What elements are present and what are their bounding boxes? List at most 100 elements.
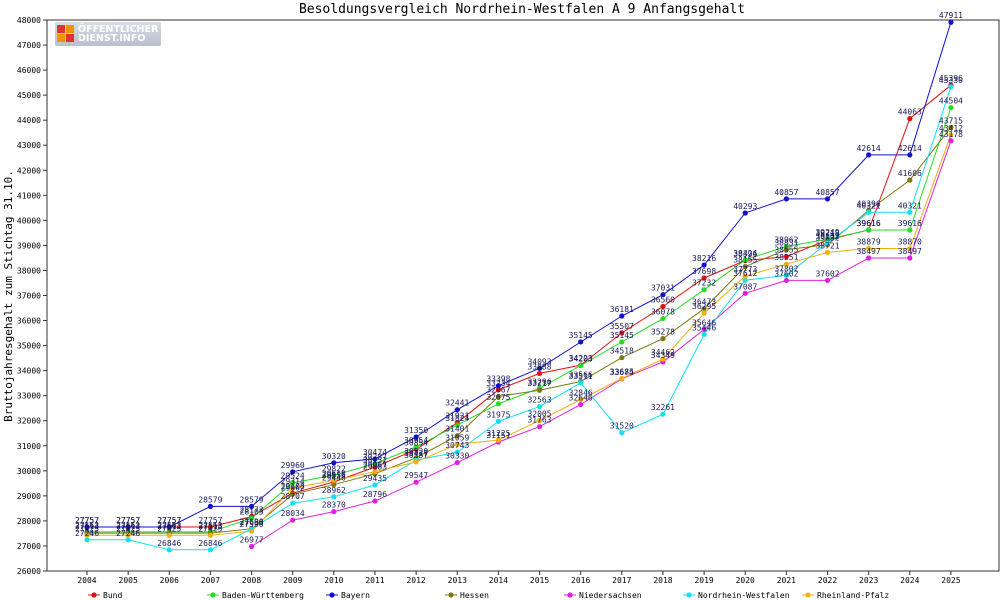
data-label-rheinland-pfalz: 36295: [692, 302, 716, 311]
x-tick-label: 2019: [694, 576, 713, 585]
data-point-baden-w-rttemberg: [948, 104, 954, 111]
data-point-nordrhein-westfalen: [331, 494, 337, 500]
data-point-rheinland-pfalz: [783, 261, 789, 267]
data-label-baden-w-rttemberg: 36078: [651, 308, 675, 317]
x-tick-label: 2017: [612, 576, 631, 585]
legend-swatch-dot-bayern: [329, 592, 335, 598]
data-point-nordrhein-westfalen: [578, 380, 584, 386]
data-label-baden-w-rttemberg: 27563: [198, 521, 222, 530]
data-label-rheinland-pfalz: 38721: [815, 241, 839, 250]
data-point-bayern: [536, 365, 543, 371]
data-point-nordrhein-westfalen: [948, 84, 954, 90]
data-label-baden-w-rttemberg: 27563: [116, 521, 140, 530]
x-tick-label: 2018: [653, 576, 672, 585]
data-point-baden-w-rttemberg: [331, 472, 337, 478]
data-point-baden-w-rttemberg: [866, 227, 872, 233]
data-label-bund: 33234: [486, 379, 510, 388]
data-point-hessen: [660, 336, 666, 342]
data-point-bund: [207, 524, 214, 530]
data-label-nordrhein-westfalen: 40321: [898, 201, 922, 210]
x-tick-label: 2007: [201, 576, 220, 585]
data-label-niedersachsen: 33674: [610, 368, 634, 377]
data-label-rheinland-pfalz: 30357: [404, 451, 428, 460]
y-tick-label: 44000: [17, 116, 41, 125]
data-label-niedersachsen: 31763: [527, 416, 551, 425]
data-label-bayern: 31350: [404, 426, 428, 435]
data-label-bayern: 42614: [898, 144, 922, 153]
data-point-niedersachsen: [907, 255, 913, 261]
data-label-bund: 27757: [157, 516, 181, 525]
logo-line1: ÖFFENTLICHER: [78, 23, 159, 35]
data-point-nordrhein-westfalen: [372, 482, 378, 488]
data-point-nordrhein-westfalen: [84, 537, 90, 543]
x-tick-label: 2020: [736, 576, 755, 585]
data-point-bund: [783, 253, 789, 260]
data-label-baden-w-rttemberg: 30287: [363, 453, 387, 462]
data-label-baden-w-rttemberg: 31824: [445, 414, 469, 423]
data-point-rheinland-pfalz: [166, 532, 172, 538]
data-point-rheinland-pfalz: [619, 375, 625, 382]
data-point-hessen: [619, 355, 625, 361]
data-point-baden-w-rttemberg: [454, 422, 460, 428]
data-label-baden-w-rttemberg: 30954: [404, 436, 428, 445]
data-point-niedersachsen: [536, 424, 543, 430]
data-label-bund: 27757: [116, 516, 140, 525]
data-point-bayern: [660, 292, 666, 298]
data-point-hessen: [495, 393, 501, 400]
data-label-bayern: 34093: [527, 357, 551, 366]
legend: Bund Baden-Württemberg Bayern Hessen Nieders…: [88, 591, 889, 600]
data-label-bayern: 28579: [240, 495, 264, 504]
data-point-bayern: [783, 196, 789, 202]
data-point-baden-w-rttemberg: [248, 515, 255, 521]
legend-swatch-dot-niedersachsen: [567, 592, 573, 598]
data-label-rheinland-pfalz: 33685: [610, 368, 634, 377]
data-point-hessen: [536, 387, 543, 393]
data-point-rheinland-pfalz: [84, 532, 90, 538]
data-label-rheinland-pfalz: 27425: [116, 524, 140, 533]
data-label-rheinland-pfalz: 29314: [281, 477, 305, 486]
y-tick-label: 46000: [17, 66, 41, 75]
data-label-bayern: 33398: [486, 375, 510, 384]
data-point-niedersachsen: [783, 277, 789, 284]
data-label-hessen: 27513: [198, 522, 222, 531]
data-point-bayern: [701, 262, 707, 268]
data-label-rheinland-pfalz: 29967: [363, 461, 387, 470]
y-tick-label: 37000: [17, 292, 41, 301]
series-line-bund: [87, 84, 952, 528]
data-labels: 27757 27757 27757 27757 28173 29108 29555 30152…: [75, 11, 963, 548]
series-line-rheinland-pfalz: [87, 134, 952, 536]
data-point-baden-w-rttemberg: [290, 480, 296, 486]
data-label-rheinland-pfalz: 38879: [857, 237, 881, 246]
data-point-rheinland-pfalz: [495, 437, 501, 443]
data-point-rheinland-pfalz: [248, 528, 255, 534]
data-point-niedersachsen: [824, 277, 831, 284]
data-label-bund: 29555: [322, 471, 346, 480]
data-label-hessen: 35278: [651, 328, 675, 337]
data-label-rheinland-pfalz: 38251: [774, 253, 798, 262]
data-label-niedersachsen: 34349: [651, 351, 675, 360]
data-point-baden-w-rttemberg: [824, 236, 831, 242]
y-tick-label: 26000: [17, 567, 41, 576]
data-point-bayern: [372, 456, 378, 462]
legend-label-bund: Bund: [103, 591, 122, 600]
data-label-rheinland-pfalz: 31225: [486, 429, 510, 438]
y-axis: 26000 27000 28000 29000 30000 31000 32000 33000…: [17, 16, 47, 576]
data-label-bund: 45396: [939, 74, 963, 83]
data-point-nordrhein-westfalen: [783, 272, 789, 279]
data-point-baden-w-rttemberg: [495, 401, 501, 407]
y-tick-label: 29000: [17, 492, 41, 501]
y-tick-label: 36000: [17, 317, 41, 326]
data-label-baden-w-rttemberg: 39616: [857, 219, 881, 228]
data-label-baden-w-rttemberg: 38962: [774, 235, 798, 244]
logo-text: ÖFFENTLICHER DIENST.INFO: [78, 23, 159, 44]
x-tick-label: 2021: [777, 576, 796, 585]
data-point-bayern: [824, 196, 831, 202]
series-line-hessen: [87, 126, 952, 534]
data-label-niedersachsen: 30330: [445, 452, 469, 461]
data-label-hessen: 33217: [527, 379, 551, 388]
data-label-nordrhein-westfalen: 27680: [240, 518, 264, 527]
data-label-hessen: 40396: [857, 199, 881, 208]
data-point-rheinland-pfalz: [742, 273, 748, 279]
data-label-rheinland-pfalz: 27425: [157, 524, 181, 533]
data-label-nordrhein-westfalen: 37802: [774, 264, 798, 273]
